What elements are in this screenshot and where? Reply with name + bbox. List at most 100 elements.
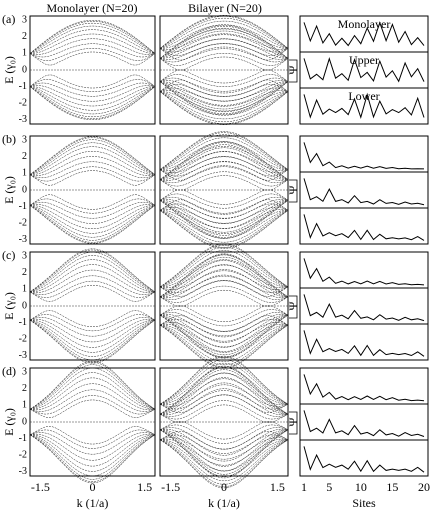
band-curve bbox=[159, 429, 289, 472]
band-curve bbox=[159, 151, 289, 171]
y-tick-label: -2 bbox=[19, 98, 27, 109]
band-curve bbox=[159, 81, 289, 110]
band-curve bbox=[29, 29, 156, 54]
band-curve bbox=[29, 432, 156, 455]
band-curve bbox=[159, 314, 289, 338]
band-curve bbox=[159, 421, 289, 440]
band-curve bbox=[159, 25, 289, 59]
band-curve bbox=[29, 20, 156, 54]
psi-panel-label: Upper bbox=[349, 53, 379, 67]
band-curve bbox=[159, 166, 289, 184]
y-tick-label: 0 bbox=[22, 64, 27, 75]
y-tick-label: -2 bbox=[19, 218, 27, 229]
x-tick-label: 0 bbox=[221, 480, 227, 494]
band-curve bbox=[159, 289, 289, 307]
band-curve bbox=[159, 324, 289, 348]
band-curve bbox=[159, 43, 289, 56]
band-curve bbox=[159, 91, 289, 123]
band-curve bbox=[29, 364, 156, 410]
band-curve bbox=[29, 205, 156, 234]
band-curve bbox=[159, 357, 289, 405]
band-curve bbox=[29, 383, 156, 411]
psi-curve bbox=[303, 214, 425, 241]
band-curve bbox=[29, 86, 156, 118]
psi-frame bbox=[299, 87, 429, 125]
psi-bracket bbox=[289, 59, 298, 83]
band-curve bbox=[159, 209, 289, 229]
y-tick-label: -3 bbox=[19, 114, 27, 125]
y-tick-label: 0 bbox=[22, 416, 27, 427]
psi-curve bbox=[303, 92, 425, 119]
column-title: Bilayer (N=20) bbox=[188, 1, 262, 15]
band-curve bbox=[159, 319, 289, 337]
band-curve bbox=[159, 280, 289, 297]
band-curve bbox=[159, 199, 289, 215]
psi-curve bbox=[303, 21, 425, 47]
band-curve bbox=[159, 210, 289, 239]
psi-label: Ψ bbox=[286, 185, 300, 194]
band-curve bbox=[159, 200, 289, 236]
band-curve bbox=[160, 259, 288, 288]
band-curve bbox=[29, 48, 156, 61]
band-curve bbox=[159, 199, 289, 219]
y-tick-label: -1 bbox=[19, 201, 27, 212]
band-curve bbox=[30, 33, 155, 54]
psi-curve bbox=[303, 57, 425, 83]
band-curve bbox=[159, 274, 289, 298]
band-curve bbox=[159, 210, 289, 248]
band-curve bbox=[159, 322, 289, 342]
psi-frame bbox=[299, 135, 429, 173]
band-curve bbox=[160, 28, 288, 49]
y-tick-label: 1 bbox=[22, 400, 27, 411]
band-curve bbox=[29, 137, 156, 175]
band-curve bbox=[159, 196, 289, 214]
band-curve bbox=[29, 166, 156, 182]
band-curve bbox=[29, 434, 156, 482]
band-curve bbox=[29, 205, 156, 238]
band-curve bbox=[159, 210, 289, 246]
band-curve bbox=[29, 74, 156, 89]
band-curve bbox=[29, 205, 156, 229]
band-curve bbox=[159, 309, 289, 327]
band-curve bbox=[159, 81, 289, 115]
y-axis-label: E (γ₀) bbox=[2, 292, 16, 320]
band-curve bbox=[159, 400, 289, 420]
band-curve bbox=[159, 53, 289, 66]
psi-curve bbox=[303, 330, 425, 357]
band-curve bbox=[159, 439, 289, 489]
band-curve bbox=[159, 439, 289, 482]
band-curve bbox=[29, 319, 156, 361]
band-curve bbox=[159, 210, 289, 243]
band-curve bbox=[159, 91, 289, 120]
band-curve bbox=[159, 156, 289, 174]
x-tick-label: 1 bbox=[301, 480, 307, 494]
band-curve bbox=[30, 434, 155, 467]
psi-curve bbox=[303, 446, 425, 473]
band-curve bbox=[159, 369, 289, 415]
psi-curve bbox=[303, 410, 425, 437]
band-curve bbox=[159, 81, 289, 113]
band-curve bbox=[29, 434, 156, 477]
band-curve bbox=[159, 439, 289, 477]
band-curve bbox=[29, 249, 156, 293]
band-curve bbox=[159, 270, 289, 290]
band-curve bbox=[30, 319, 155, 348]
x-axis-label: Sites bbox=[352, 496, 376, 510]
band-curve bbox=[29, 79, 156, 92]
band-curve bbox=[29, 360, 156, 410]
y-tick-label: 2 bbox=[22, 31, 27, 42]
x-tick-label: 10 bbox=[355, 480, 367, 494]
band-curve bbox=[159, 280, 289, 300]
band-curve bbox=[159, 24, 289, 49]
x-axis-label: k (1/a) bbox=[77, 496, 109, 510]
band-curve bbox=[159, 314, 289, 352]
y-tick-label: 1 bbox=[22, 284, 27, 295]
x-tick-label: 20 bbox=[418, 480, 430, 494]
band-curve bbox=[29, 151, 156, 175]
band-curve bbox=[160, 81, 288, 102]
band-curve bbox=[29, 38, 156, 55]
band-curve bbox=[159, 137, 289, 170]
band-curve bbox=[29, 319, 156, 364]
y-tick-label: -1 bbox=[19, 317, 27, 328]
x-tick-label: -1.5 bbox=[31, 480, 50, 494]
